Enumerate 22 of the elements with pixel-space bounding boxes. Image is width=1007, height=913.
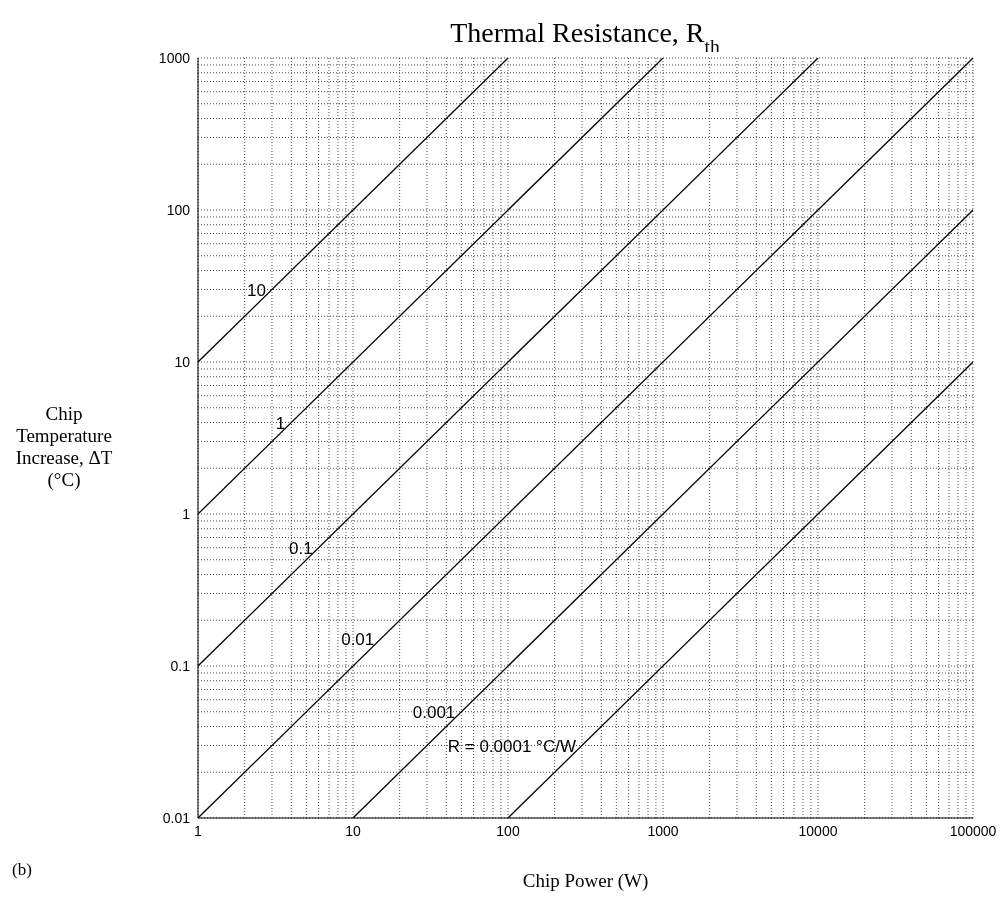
- annotation: 1: [275, 413, 286, 433]
- y-tick-label: 1: [182, 505, 191, 522]
- x-axis-title: Chip Power (W): [521, 870, 650, 892]
- annotation: 0.1: [288, 538, 313, 558]
- y-tick-label: 1000: [158, 49, 191, 66]
- x-tick-label: 10000: [798, 822, 838, 839]
- annotation: 10: [247, 280, 266, 300]
- x-tick-label: 1000: [647, 822, 679, 839]
- x-tick-label: 1: [194, 822, 203, 839]
- y-tick-label: 0.1: [170, 657, 191, 674]
- x-tick-label: 10: [345, 822, 361, 839]
- annotation: 0.01: [341, 630, 375, 650]
- annotation: 0.001: [412, 702, 456, 722]
- text: (b): [12, 860, 32, 880]
- annotation: R = 0.0001 °C/W: [447, 736, 576, 756]
- y-axis-title: Chip Temperature Increase, ΔT (°C): [14, 403, 114, 491]
- x-tick-label: 100: [496, 822, 520, 839]
- chart-title: Thermal Resistance, R$_{th}$: [450, 17, 720, 57]
- x-tick-label: 100000: [949, 822, 997, 839]
- y-tick-label: 100: [166, 201, 191, 218]
- y-tick-label: 10: [174, 353, 191, 370]
- y-tick-label: 0.01: [162, 809, 191, 826]
